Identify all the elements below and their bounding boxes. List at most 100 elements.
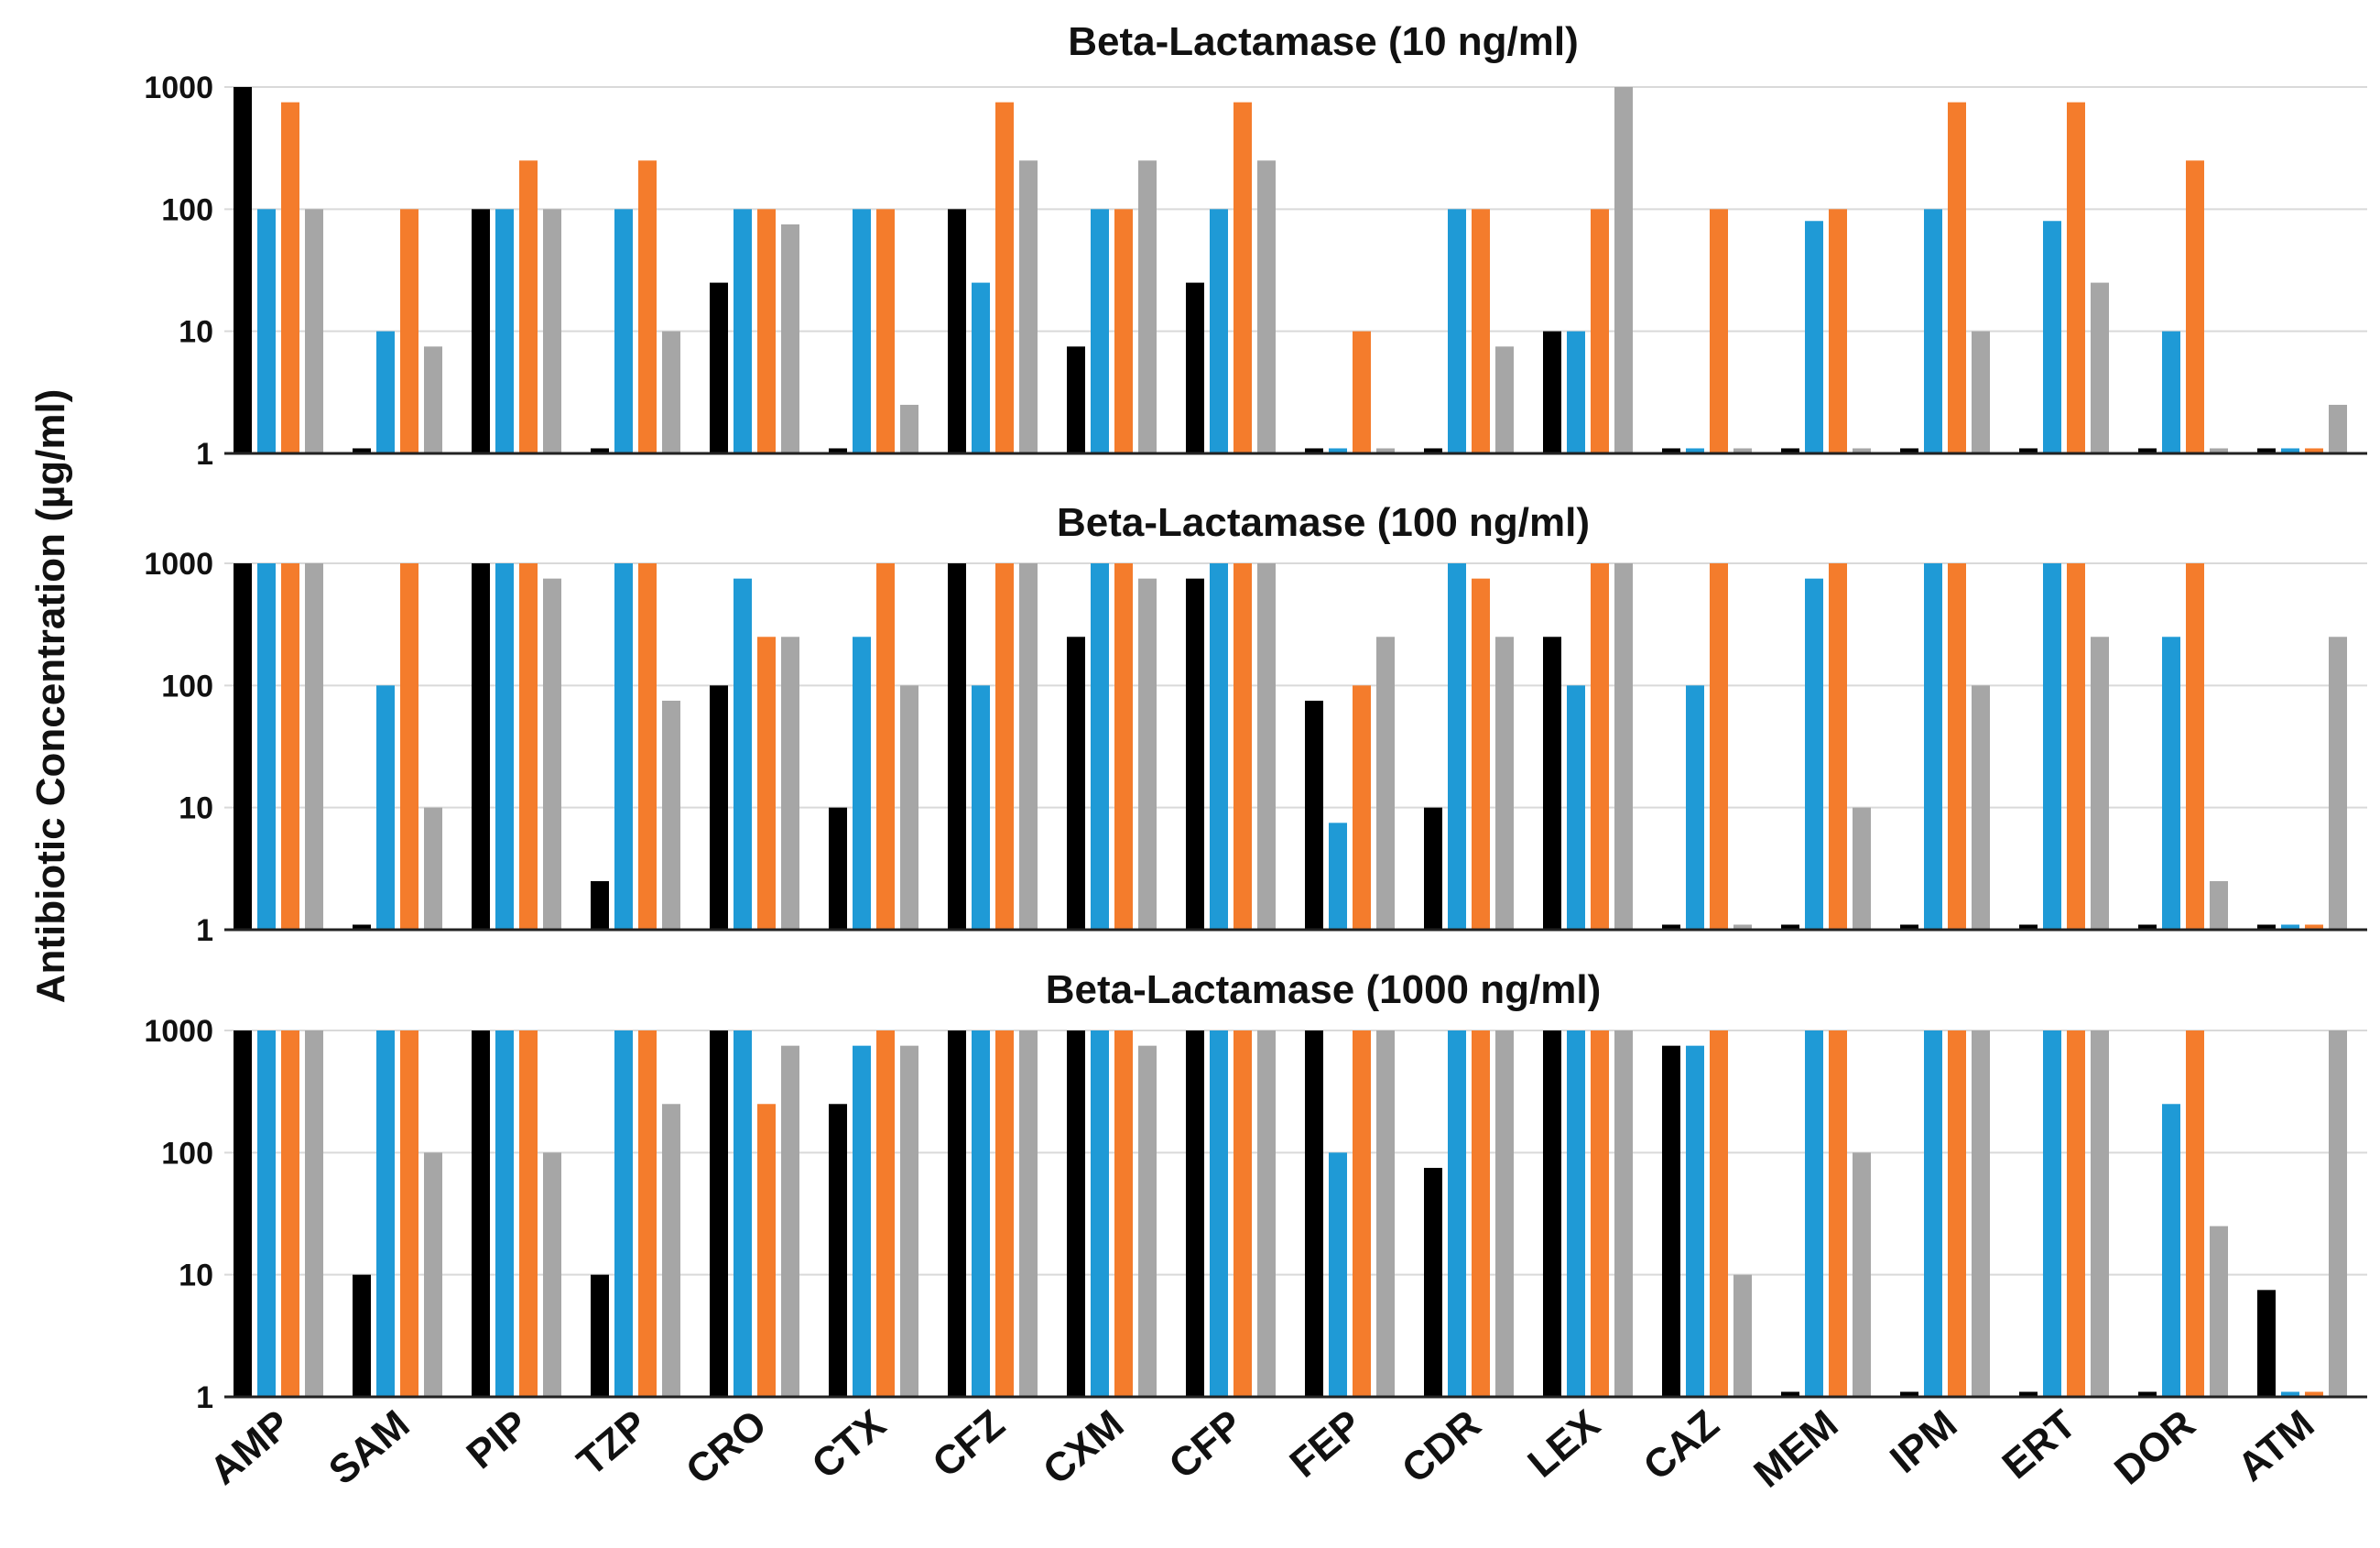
x-category-label: CRO — [678, 1401, 775, 1493]
bar-atm-s2 — [2281, 448, 2299, 453]
bar-dor-s1 — [2138, 1391, 2157, 1397]
bar-caz-s4 — [1733, 924, 1752, 930]
bar-cdr-s1 — [1424, 807, 1442, 930]
x-category-label: CDR — [1394, 1401, 1490, 1492]
bar-cfz-s1 — [948, 1030, 966, 1397]
bar-fep-s4 — [1376, 1030, 1395, 1397]
x-category-label: ATM — [2229, 1401, 2322, 1490]
bar-cfz-s2 — [972, 1030, 990, 1397]
bar-dor-s1 — [2138, 448, 2157, 453]
bar-fep-s1 — [1305, 700, 1323, 930]
bar-cfp-s3 — [1233, 563, 1252, 930]
x-category-label: PIP — [459, 1401, 538, 1477]
bar-lex-s3 — [1591, 209, 1609, 454]
bar-lex-s1 — [1543, 1030, 1561, 1397]
bar-fep-s4 — [1376, 637, 1395, 930]
bar-cdr-s4 — [1495, 1030, 1514, 1397]
bar-cdr-s3 — [1472, 1030, 1490, 1397]
bar-amp-s2 — [257, 563, 276, 930]
y-tick-label: 10 — [179, 315, 213, 350]
bar-ert-s2 — [2043, 221, 2061, 453]
bar-cdr-s1 — [1424, 448, 1442, 453]
bar-amp-s4 — [305, 563, 323, 930]
bar-mem-s2 — [1805, 221, 1823, 453]
bar-caz-s2 — [1686, 448, 1704, 453]
bar-ert-s3 — [2067, 563, 2085, 930]
bar-ert-s3 — [2067, 102, 2085, 453]
bar-caz-s4 — [1733, 1274, 1752, 1397]
bar-ipm-s3 — [1948, 563, 1966, 930]
bar-dor-s4 — [2210, 1226, 2228, 1397]
bar-mem-s4 — [1853, 448, 1871, 453]
bar-cxm-s3 — [1114, 563, 1133, 930]
bar-dor-s3 — [2186, 563, 2204, 930]
y-tick-label: 1 — [196, 437, 213, 472]
x-category-label: CFP — [1161, 1401, 1252, 1488]
y-tick-label: 1 — [196, 913, 213, 948]
bar-cfz-s2 — [972, 685, 990, 930]
bar-sam-s2 — [376, 1030, 395, 1397]
bar-cfp-s3 — [1233, 102, 1252, 453]
bar-pip-s4 — [543, 578, 561, 930]
bar-cfp-s2 — [1210, 563, 1228, 930]
bar-ipm-s4 — [1972, 1030, 1990, 1397]
bar-amp-s3 — [281, 1030, 299, 1397]
bar-cfp-s1 — [1186, 282, 1204, 453]
bar-tzp-s2 — [614, 209, 633, 454]
bar-fep-s3 — [1353, 1030, 1371, 1397]
bar-ipm-s1 — [1900, 448, 1918, 453]
bar-lex-s3 — [1591, 1030, 1609, 1397]
bar-atm-s4 — [2329, 1030, 2347, 1397]
bar-pip-s4 — [543, 209, 561, 454]
bar-lex-s4 — [1614, 1030, 1633, 1397]
bar-tzp-s4 — [662, 700, 680, 930]
bar-pip-s2 — [495, 563, 514, 930]
x-category-label: CXM — [1035, 1401, 1132, 1493]
bar-lex-s2 — [1567, 685, 1585, 930]
bar-ctx-s3 — [876, 563, 895, 930]
bar-ctx-s4 — [900, 404, 918, 453]
bar-cfz-s1 — [948, 209, 966, 454]
bar-pip-s1 — [472, 209, 490, 454]
bar-atm-s3 — [2305, 448, 2323, 453]
bar-cfz-s4 — [1019, 563, 1038, 930]
bar-ert-s1 — [2019, 1391, 2038, 1397]
bar-ert-s4 — [2091, 1030, 2109, 1397]
bar-cdr-s3 — [1472, 578, 1490, 930]
bar-ctx-s2 — [853, 637, 871, 930]
x-category-label: CFZ — [924, 1401, 1013, 1487]
bar-amp-s4 — [305, 209, 323, 454]
bar-cxm-s4 — [1138, 160, 1157, 453]
bar-cdr-s4 — [1495, 637, 1514, 930]
bar-dor-s1 — [2138, 924, 2157, 930]
bar-ipm-s1 — [1900, 1391, 1918, 1397]
bar-cxm-s2 — [1091, 563, 1109, 930]
bar-tzp-s4 — [662, 331, 680, 453]
bar-lex-s2 — [1567, 1030, 1585, 1397]
bar-pip-s3 — [519, 1030, 538, 1397]
bar-dor-s3 — [2186, 1030, 2204, 1397]
bar-cfz-s3 — [995, 1030, 1014, 1397]
x-category-label: AMP — [201, 1401, 299, 1493]
bar-mem-s3 — [1829, 1030, 1847, 1397]
bar-pip-s1 — [472, 1030, 490, 1397]
bar-ipm-s4 — [1972, 685, 1990, 930]
bar-ctx-s1 — [829, 448, 847, 453]
bar-cfz-s4 — [1019, 1030, 1038, 1397]
bar-cfp-s3 — [1233, 1030, 1252, 1397]
bar-ert-s1 — [2019, 924, 2038, 930]
bar-caz-s3 — [1710, 209, 1728, 454]
bar-atm-s1 — [2257, 448, 2276, 453]
bar-fep-s2 — [1329, 1152, 1347, 1397]
bar-pip-s4 — [543, 1152, 561, 1397]
bar-lex-s4 — [1614, 563, 1633, 930]
bar-cfp-s4 — [1257, 160, 1276, 453]
bar-atm-s4 — [2329, 404, 2347, 453]
y-tick-label: 1000 — [144, 1014, 213, 1049]
bar-caz-s1 — [1662, 924, 1680, 930]
bar-dor-s3 — [2186, 160, 2204, 453]
bar-cro-s2 — [734, 209, 752, 454]
bar-cdr-s4 — [1495, 346, 1514, 453]
x-category-label: FEP — [1281, 1401, 1370, 1487]
x-category-label: SAM — [321, 1401, 418, 1493]
